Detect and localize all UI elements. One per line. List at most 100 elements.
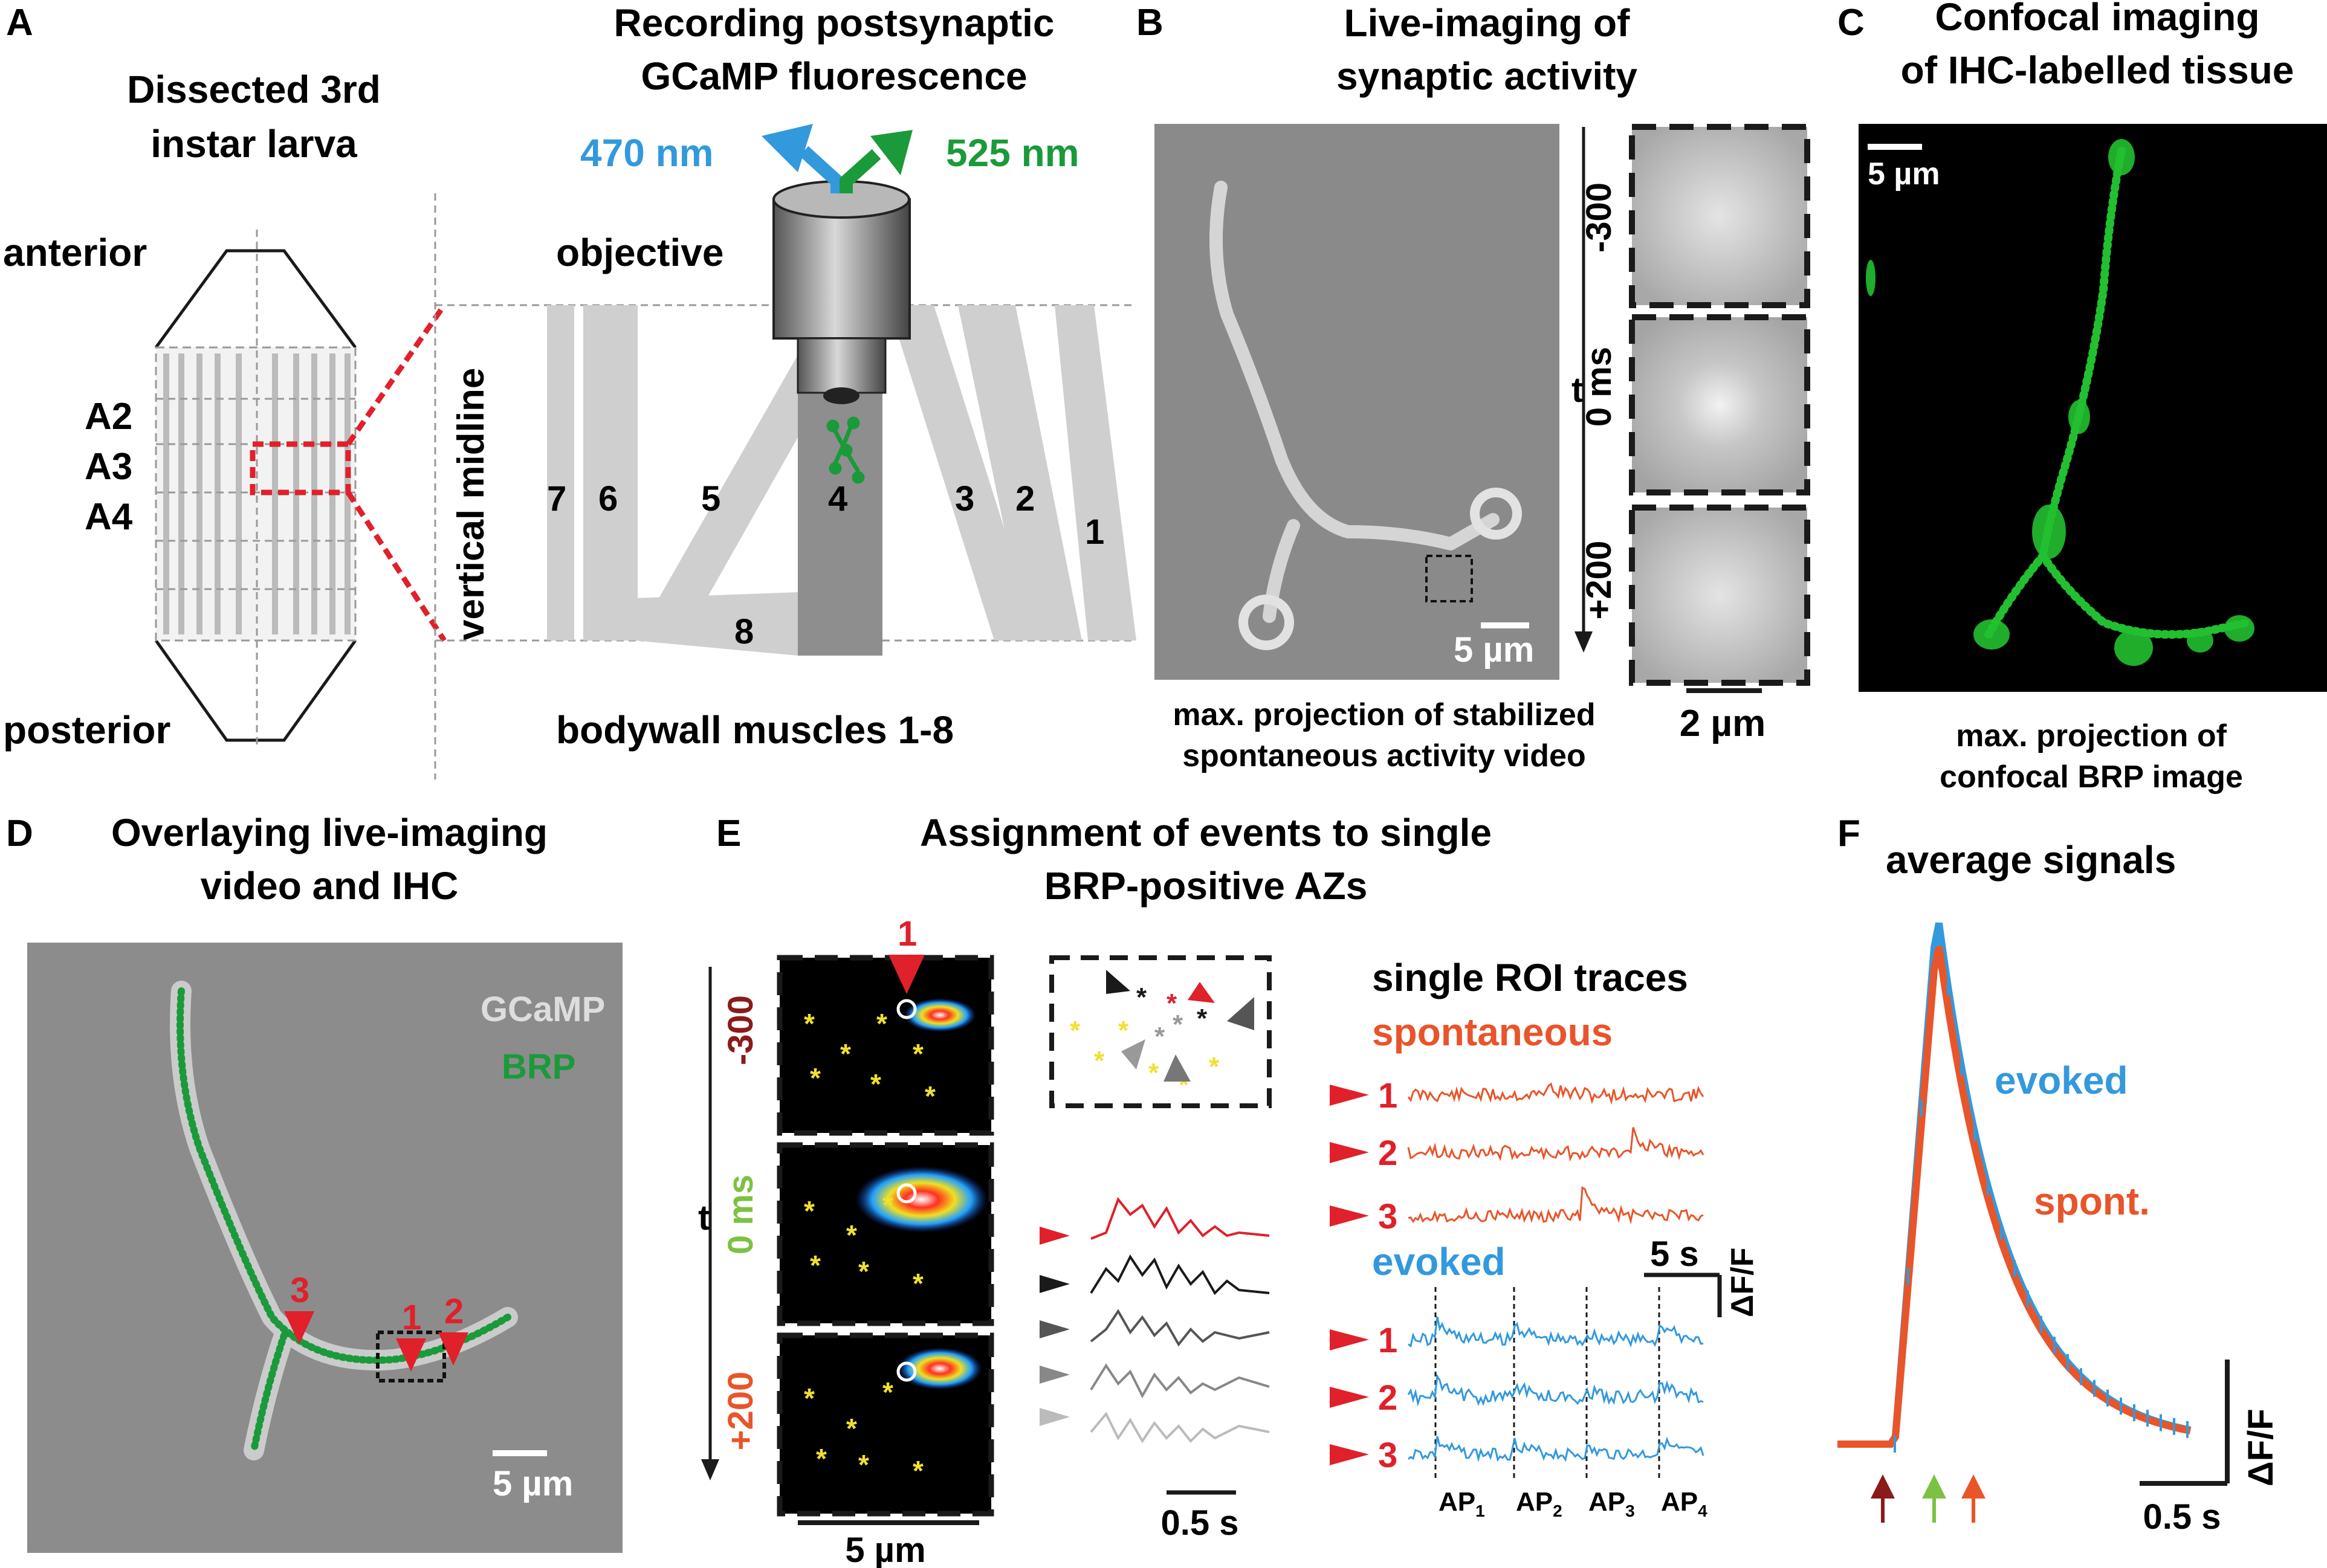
confocal-image	[1859, 124, 2327, 692]
svg-text:*: *	[876, 1008, 887, 1039]
svg-text:*: *	[1209, 1052, 1220, 1082]
roi-schematic-e: ****** * * ** *	[1049, 955, 1272, 1108]
roi-box-b	[1425, 555, 1473, 602]
panel-d: D Overlaying live-imaging video and IHC …	[6, 811, 623, 1553]
event-arrow-label-e: 1	[898, 914, 917, 953]
svg-text:*: *	[810, 1250, 821, 1281]
spont-traces	[1407, 1082, 1704, 1225]
muscle-5: 5	[701, 479, 720, 518]
svg-text:AP4: AP4	[1661, 1487, 1707, 1520]
ap-labels: AP1 AP2 AP3 AP4	[1439, 1487, 1707, 1520]
avg-dff-scale: ΔF/F	[2241, 1408, 2280, 1486]
live-imaging-title-2: synaptic activity	[1336, 54, 1637, 98]
svg-text:*: *	[1197, 1004, 1208, 1033]
svg-text:*: *	[840, 1038, 851, 1070]
svg-text:*: *	[1167, 989, 1177, 1018]
svg-text:*: *	[804, 1195, 815, 1227]
svg-text:*: *	[913, 1455, 924, 1486]
scale-bar-b: 5 µm	[1454, 630, 1534, 669]
spont-roi-2: 2	[1378, 1134, 1397, 1173]
spont-markers	[1330, 1085, 1369, 1227]
muscle-2: 2	[1015, 479, 1035, 518]
heatmap-frames-e	[777, 955, 994, 1517]
time-arrows-f	[1871, 1474, 1986, 1523]
avg-spont-label: spont.	[2034, 1179, 2150, 1223]
selected-segment-box	[250, 441, 351, 495]
svg-text:*: *	[870, 1068, 881, 1100]
arrow-label-2: 2	[444, 1292, 464, 1331]
svg-text:*: *	[882, 1376, 893, 1408]
muscle-3: 3	[955, 479, 974, 518]
time-e-0ms: 0 ms	[721, 1175, 760, 1254]
time-e-plus200: +200	[721, 1372, 760, 1451]
svg-text:*: *	[804, 1008, 815, 1039]
caption-c-1: max. projection of	[1956, 718, 2227, 753]
svg-text:*: *	[1118, 1016, 1129, 1045]
muscle-numbers: 7 6 5 4 3 2 1 8	[547, 479, 1104, 651]
svg-text:*: *	[1094, 1046, 1105, 1076]
zoom-line-top	[346, 303, 447, 446]
muscle-4: 4	[828, 479, 847, 518]
svg-text:*: *	[882, 1189, 893, 1221]
panel-c: C Confocal imaging of IHC-labelled tissu…	[1837, 0, 2327, 795]
objective-label: objective	[556, 231, 723, 274]
panel-a: A Dissected 3rd instar larva anterior po…	[3, 1, 1136, 779]
anterior-label: anterior	[3, 231, 147, 274]
avg-traces	[1837, 922, 2192, 1453]
caption-b-2: spontaneous activity video	[1182, 738, 1586, 773]
recording-title-1: Recording postsynaptic	[614, 1, 1055, 45]
az-markers-e: ***** * * **** ** **** **	[804, 1008, 936, 1486]
event-arrows-d	[284, 1311, 468, 1372]
ap-lines	[1434, 1287, 1660, 1480]
svg-text:*: *	[1148, 1058, 1159, 1088]
time-b-minus300: -300	[1579, 182, 1619, 253]
evoked-roi-2: 2	[1378, 1378, 1397, 1418]
panel-b-letter: B	[1136, 2, 1164, 44]
evoked-traces	[1407, 1316, 1704, 1463]
panel-e: E Assignment of events to single BRP-pos…	[698, 811, 1760, 1568]
nmj-shape-b	[1209, 181, 1500, 623]
segment-a2: A2	[85, 396, 132, 437]
assignment-title-1: Assignment of events to single	[920, 811, 1492, 854]
wavelength-excitation: 470 nm	[580, 131, 714, 175]
caption-b-1: max. projection of stabilized	[1173, 697, 1595, 732]
objective-icon	[762, 124, 913, 404]
vertical-midline-label: vertical midline	[450, 368, 492, 640]
muscle-8: 8	[734, 612, 754, 651]
spontaneous-label: spontaneous	[1372, 1010, 1613, 1054]
evoked-roi-1: 1	[1378, 1321, 1397, 1360]
overlay-image	[27, 943, 623, 1553]
evoked-label-e: evoked	[1372, 1240, 1506, 1283]
svg-text:*: *	[1154, 1022, 1165, 1051]
time-e-t: t	[698, 1198, 710, 1237]
svg-text:*: *	[804, 1382, 815, 1414]
scale-bar-b-small: 2 µm	[1680, 703, 1766, 744]
legend-gcamp: GCaMP	[481, 990, 605, 1029]
roi-frames-b	[1629, 124, 1810, 686]
svg-text:AP2: AP2	[1516, 1487, 1562, 1520]
overlay-title-2: video and IHC	[201, 864, 459, 908]
svg-text:*: *	[1070, 1016, 1081, 1045]
svg-text:*: *	[858, 1256, 869, 1287]
live-imaging-title-1: Live-imaging of	[1344, 1, 1631, 45]
time-scale-e: 5 s	[1650, 1234, 1699, 1274]
evoked-markers	[1330, 1329, 1369, 1465]
recording-title-2: GCaMP fluorescence	[641, 54, 1027, 98]
larva-body	[155, 346, 357, 642]
evoked-roi-3: 3	[1378, 1436, 1397, 1475]
wavelength-emission: 525 nm	[946, 131, 1079, 175]
bodywall-muscles	[547, 305, 1136, 656]
panel-f: F average signals evoked spont. ΔF/F 0.5…	[1837, 813, 2280, 1537]
svg-text:*: *	[810, 1062, 821, 1094]
confocal-title-2: of IHC-labelled tissue	[1901, 48, 2294, 92]
trace-scale-e: 0.5 s	[1161, 1503, 1239, 1543]
muscle-6: 6	[598, 479, 618, 518]
segment-a3: A3	[85, 446, 132, 488]
assignment-title-2: BRP-positive AZs	[1044, 864, 1368, 908]
svg-text:*: *	[913, 1038, 924, 1070]
muscles-label: bodywall muscles 1-8	[556, 708, 954, 752]
arrow-label-3: 3	[290, 1271, 309, 1310]
panel-a-letter: A	[6, 2, 33, 44]
svg-text:*: *	[846, 1413, 857, 1444]
